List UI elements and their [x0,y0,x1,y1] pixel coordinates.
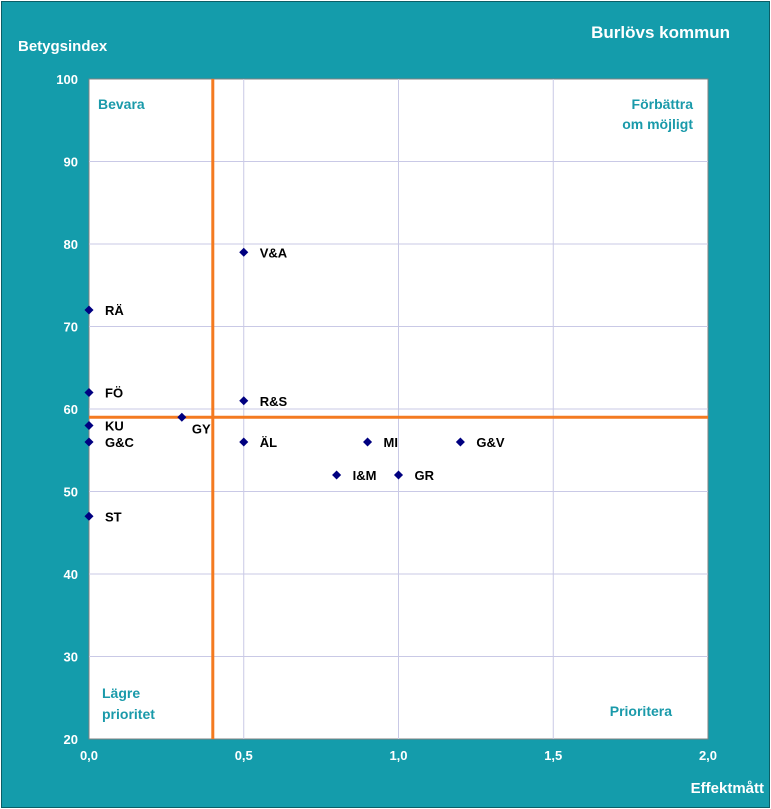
y-axis-label: Betygsindex [18,38,108,55]
y-tick-label: 70 [64,320,78,335]
data-point [239,437,249,447]
data-points: V&A RÄ FÖ R&S GY KUG&C ÄL MI G&V I&M GR ST [84,245,505,524]
point-label: KU [105,419,124,434]
y-tick-label: 80 [64,237,78,252]
y-tick-label: 90 [64,155,78,170]
point-label: GY [192,421,211,436]
x-tick-label: 1,0 [389,748,407,763]
reference-lines [89,79,708,739]
chart-title: Burlövs kommun [591,23,730,42]
x-tick-label: 0,0 [80,748,98,763]
data-point [239,396,249,406]
point-label: GR [415,468,435,483]
quadrant-label-lagre: Lägre [102,685,140,701]
point-label: ST [105,509,122,524]
data-point [177,412,187,422]
point-label: RÄ [105,303,124,318]
x-axis-label: Effektmått [691,780,764,797]
y-tick-label: 20 [64,732,78,747]
y-tick-label: 60 [64,402,78,417]
point-label: V&A [260,245,288,260]
x-tick-label: 2,0 [699,748,717,763]
gridlines [89,79,708,739]
point-label: FÖ [105,386,123,401]
point-label: MI [384,435,398,450]
quadrant-label-forbattra: Förbättra [632,96,694,112]
y-tick-label: 100 [56,72,78,87]
quadrant-label-om-mojligt: om möjligt [622,116,693,132]
point-label: G&C [105,435,135,450]
quadrant-label-prioritet: prioritet [102,706,155,722]
quadrant-label-bevara: Bevara [98,96,145,112]
point-label: R&S [260,394,288,409]
point-label: ÄL [260,435,277,450]
x-tick-label: 1,5 [544,748,562,763]
data-point [239,247,249,257]
x-tick-label: 0,5 [235,748,253,763]
y-tick-label: 40 [64,567,78,582]
point-label: I&M [353,468,377,483]
axis-ticks: 20 30 40 50 60 70 80 90 100 0,0 0,5 1,0 1,5 2,0 [56,72,717,763]
quadrant-label-prioritera: Prioritera [610,703,672,719]
point-label: G&V [476,435,505,450]
y-tick-label: 30 [64,650,78,665]
y-tick-label: 50 [64,485,78,500]
